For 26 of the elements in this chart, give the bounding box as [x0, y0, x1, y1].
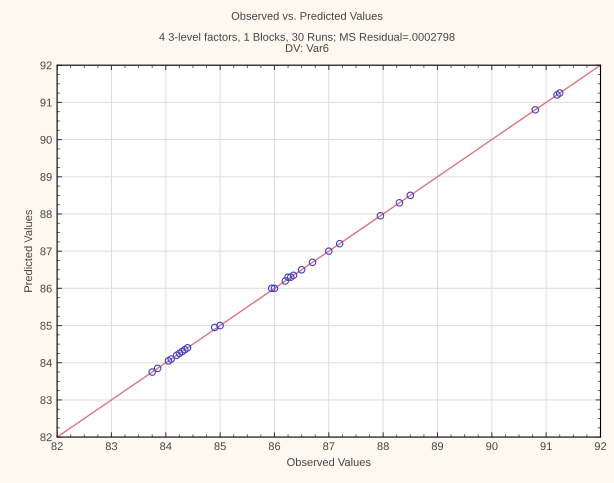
x-tick-label: 88 — [377, 442, 389, 450]
y-tick-label: 86 — [40, 284, 52, 292]
y-tick-label: 82 — [40, 433, 52, 442]
x-tick-label: 86 — [268, 442, 280, 450]
y-tick-label: 83 — [40, 396, 52, 404]
x-tick-label: 83 — [106, 442, 118, 450]
x-tick-label: 92 — [594, 442, 606, 450]
x-tick-label: 84 — [160, 442, 172, 450]
y-tick-label: 88 — [40, 210, 52, 218]
y-axis-title: Predicted Values — [24, 210, 32, 292]
y-tick-label: 84 — [40, 359, 52, 367]
x-tick-label: 91 — [540, 442, 552, 450]
y-tick-label: 90 — [40, 136, 52, 144]
y-tick-label: 85 — [40, 322, 52, 330]
y-tick-label: 89 — [40, 173, 52, 181]
x-tick-label: 85 — [214, 442, 226, 450]
x-tick-label: 87 — [323, 442, 334, 450]
chart-title: Observed vs. Predicted Values — [232, 12, 382, 20]
x-axis-title: Observed Values — [287, 458, 371, 466]
x-tick-label: 90 — [486, 442, 498, 450]
x-tick-label: 89 — [432, 442, 444, 450]
chart-subtitle: 4 3-level factors, 1 Blocks, 30 Runs; MS Residual=.0002798 DV: Var6 — [159, 32, 455, 52]
y-tick-label: 87 — [40, 247, 52, 256]
y-tick-label: 91 — [40, 98, 52, 107]
y-tick-label: 92 — [40, 61, 52, 70]
x-tick-label: 82 — [51, 442, 63, 450]
